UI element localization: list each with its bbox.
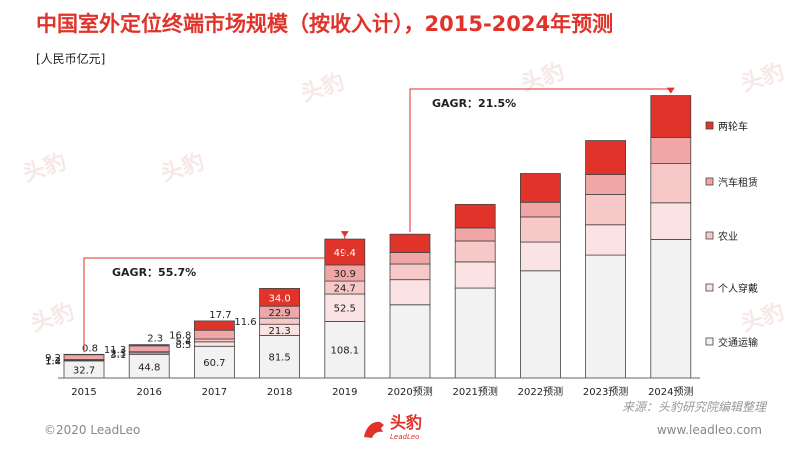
legend-swatch xyxy=(705,337,714,346)
bar-segment xyxy=(454,240,496,263)
bar-segment xyxy=(585,140,626,175)
bar-segment xyxy=(259,334,301,379)
data-label: 0.8 xyxy=(82,343,98,354)
legend-label: 交通运输 xyxy=(718,336,758,349)
x-tick-label: 2023预测 xyxy=(583,385,628,398)
legend-swatch xyxy=(705,121,714,130)
data-label: 30.9 xyxy=(334,269,356,280)
bar-segment xyxy=(585,254,626,379)
bar-segment xyxy=(128,345,170,353)
bar-segment xyxy=(520,216,561,243)
bar-segment xyxy=(454,261,496,289)
bar-segment xyxy=(389,279,431,306)
x-tick-label: 2021预测 xyxy=(452,385,497,398)
gagr-label: GAGR：55.7% xyxy=(112,266,196,279)
x-tick-label: 2018 xyxy=(267,387,292,398)
x-tick-label: 2019 xyxy=(332,387,357,398)
bar-segment xyxy=(520,173,561,203)
bar-segment xyxy=(650,239,692,379)
bar-segment xyxy=(389,233,431,253)
bar-segment xyxy=(193,341,235,347)
legend-label: 汽车租赁 xyxy=(718,176,758,189)
data-label: 24.7 xyxy=(334,284,356,295)
bar-segment xyxy=(454,227,496,242)
gagr-line xyxy=(83,233,346,353)
bar-segment xyxy=(585,174,626,195)
data-label: 11.6 xyxy=(234,317,256,328)
logo-sub: LeadLeo xyxy=(390,433,420,441)
data-label: 9.2 xyxy=(45,353,61,364)
bar-segment xyxy=(193,320,235,331)
data-label: 2.3 xyxy=(147,334,163,345)
data-label: 11.3 xyxy=(104,345,126,356)
bar-segment xyxy=(454,287,496,379)
x-tick-label: 2020预测 xyxy=(387,385,432,398)
bar-segment xyxy=(650,202,692,240)
x-tick-label: 2024预测 xyxy=(648,385,693,398)
logo: 头豹 LeadLeo xyxy=(362,413,423,444)
gagr-label: GAGR：21.5% xyxy=(432,97,516,110)
bar-segment xyxy=(585,194,626,226)
data-label: 44.8 xyxy=(138,362,160,373)
bar-segment xyxy=(128,344,170,347)
leo-logo-icon xyxy=(364,421,384,438)
bar-segment xyxy=(650,95,692,138)
bar-segment xyxy=(454,203,496,229)
bar-segment xyxy=(520,201,561,218)
website: www.leadleo.com xyxy=(656,423,762,437)
legend-label: 个人穿戴 xyxy=(718,282,758,295)
data-label: 34.0 xyxy=(268,293,290,304)
bar-segment xyxy=(193,329,235,340)
bar-segment xyxy=(650,137,692,164)
data-label: 108.1 xyxy=(330,346,359,357)
data-label: 5.4 xyxy=(175,336,191,347)
bar-segment xyxy=(324,321,366,379)
bar-segment xyxy=(389,252,431,265)
bar-segment xyxy=(389,263,431,281)
legend-swatch xyxy=(705,231,714,240)
data-label: 81.5 xyxy=(268,353,290,364)
logo-name: 头豹 xyxy=(390,413,423,432)
source-note: 来源：头豹研究院编辑整理 xyxy=(621,400,766,414)
bar-segment xyxy=(520,270,561,379)
page-title: 中国室外定位终端市场规模（按收入计），2015-2024年预测 xyxy=(36,12,614,36)
data-label: 17.7 xyxy=(209,310,231,321)
data-label: 21.3 xyxy=(268,326,290,337)
legend-swatch xyxy=(705,283,714,292)
gagr-arrow xyxy=(666,87,675,94)
unit-label: [人民币亿元] xyxy=(36,52,106,66)
gagr-arrow xyxy=(340,231,349,238)
bar-segment xyxy=(259,288,301,307)
x-tick-label: 2016 xyxy=(136,387,161,398)
x-tick-label: 2017 xyxy=(202,387,227,398)
copyright: ©2020 LeadLeo xyxy=(44,423,141,437)
data-label: 16.8 xyxy=(169,331,191,342)
data-label: 1.2 xyxy=(45,356,61,367)
data-label: 60.7 xyxy=(203,358,225,369)
bar-segment xyxy=(193,338,235,343)
data-label: 32.7 xyxy=(73,365,95,376)
legend-swatch xyxy=(705,177,714,186)
bar-segment xyxy=(585,224,626,256)
data-label: 2.3 xyxy=(110,348,126,359)
legend-label: 农业 xyxy=(718,230,738,243)
bar-segment xyxy=(389,304,431,379)
bar-segment xyxy=(650,163,692,204)
data-label: 1.4 xyxy=(45,357,61,368)
data-label: 8.5 xyxy=(175,340,191,351)
legend-label: 两轮车 xyxy=(718,120,748,133)
data-label: 22.9 xyxy=(268,308,290,319)
bar-segment xyxy=(63,354,105,360)
bar-segment xyxy=(520,241,561,272)
x-tick-label: 2022预测 xyxy=(518,385,563,398)
data-label: 52.5 xyxy=(334,304,356,315)
x-tick-label: 2015 xyxy=(71,387,96,398)
data-label: 3.1 xyxy=(110,350,126,361)
